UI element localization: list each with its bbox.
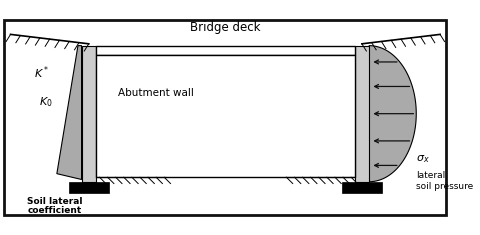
Text: $\sigma_x$: $\sigma_x$ <box>416 153 430 165</box>
Text: $K_0$: $K_0$ <box>39 95 52 109</box>
Bar <box>69 182 108 193</box>
Text: Abutment wall: Abutment wall <box>119 88 194 98</box>
Text: soil pressure: soil pressure <box>416 182 473 191</box>
Text: Soil lateral: Soil lateral <box>27 197 83 206</box>
Text: lateral: lateral <box>416 171 445 180</box>
Bar <box>342 182 382 193</box>
Polygon shape <box>57 46 82 180</box>
Bar <box>82 46 96 182</box>
Text: Bridge deck: Bridge deck <box>190 21 261 34</box>
Bar <box>96 46 355 55</box>
Text: coefficient: coefficient <box>27 206 82 215</box>
Polygon shape <box>369 46 416 182</box>
Text: $K^*$: $K^*$ <box>35 64 49 81</box>
Bar <box>96 55 355 177</box>
Bar <box>355 46 369 182</box>
